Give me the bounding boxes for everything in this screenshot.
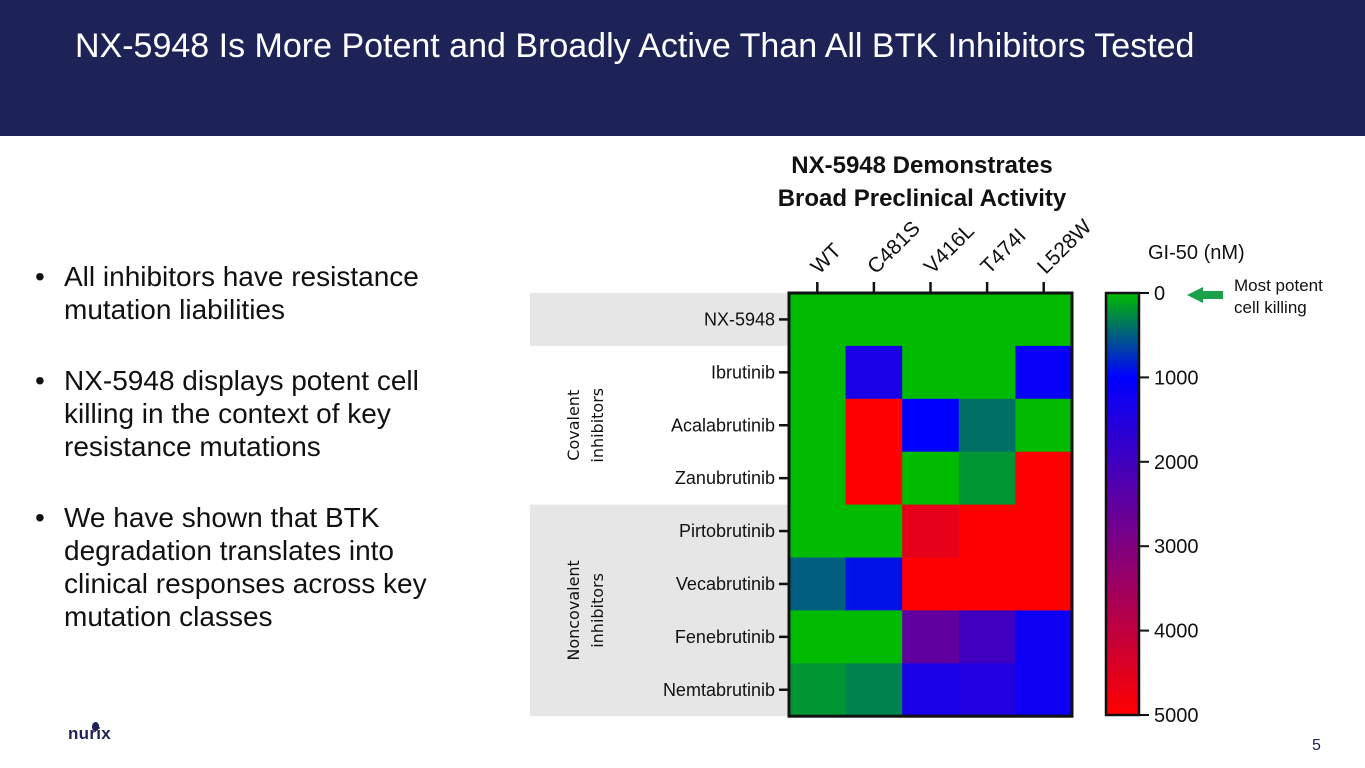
heatmap-cell (789, 663, 847, 717)
colorbar-tick-label: 5000 (1154, 705, 1199, 727)
column-label: T474I (976, 224, 1030, 278)
heatmap-cell (902, 293, 960, 347)
colorbar-tick-label: 1000 (1154, 367, 1199, 389)
heatmap-cell (845, 345, 903, 400)
bullet-glyph: • (35, 261, 45, 292)
bullet-glyph: • (35, 365, 45, 396)
column-label: L528W (1033, 215, 1096, 278)
heatmap-cell (958, 345, 1016, 400)
heatmap-cell (1015, 451, 1073, 506)
row-band (530, 293, 789, 346)
annotation-text-line: cell killing (1234, 298, 1307, 317)
bullet-item: • NX-5948 displays potent cell killing in… (35, 364, 485, 463)
chart-title-line: Broad Preclinical Activity (778, 185, 1067, 212)
row-label: Nemtabrutinib (663, 680, 775, 700)
column-label: V416L (920, 219, 979, 278)
heatmap-cell (845, 293, 903, 347)
arrow-left-icon (1187, 287, 1223, 303)
heatmap-cell (789, 398, 847, 453)
bullet-item: • All inhibitors have resistance mutation… (35, 260, 485, 326)
chart-title-line: NX-5948 Demonstrates (791, 152, 1052, 179)
group-label-line: Noncovalent (564, 560, 583, 660)
heatmap-cell (902, 663, 960, 717)
heatmap-cell (902, 557, 960, 611)
row-label: Vecabrutinib (676, 574, 775, 594)
heatmap-cell (789, 610, 847, 664)
annotation-text-line: Most potent (1234, 276, 1323, 295)
bullet-list: • All inhibitors have resistance mutation… (35, 260, 485, 671)
heatmap-chart: NX-5948 Demonstrates Broad Preclinical Ac… (530, 152, 1323, 727)
colorbar (1104, 291, 1141, 717)
heatmap-cell (958, 398, 1016, 453)
colorbar-tick-label: 0 (1154, 283, 1165, 305)
heatmap-cell (1015, 293, 1073, 347)
heatmap-cell (902, 504, 960, 559)
column-label: WT (807, 239, 846, 278)
heatmap-cell (845, 398, 903, 453)
row-label: Fenebrutinib (675, 627, 775, 647)
row-label: Pirtobrutinib (679, 521, 775, 541)
heatmap-cell (958, 293, 1016, 347)
group-label-line: inhibitors (588, 388, 607, 463)
colorbar-tick-label: 3000 (1154, 536, 1199, 558)
heatmap-cell (902, 345, 960, 400)
heatmap-cell (1015, 504, 1073, 559)
heatmap-cell (789, 293, 847, 347)
slide-title: NX-5948 Is More Potent and Broadly Activ… (75, 27, 1195, 65)
heatmap-cell (902, 451, 960, 506)
heatmap-cell (902, 398, 960, 453)
heatmap-cell (845, 610, 903, 664)
heatmap-cell (845, 663, 903, 717)
colorbar-tick-label: 2000 (1154, 452, 1199, 474)
heatmap-cell (789, 345, 847, 400)
heatmap-cell (789, 451, 847, 506)
heatmap-cell (789, 504, 847, 559)
page-number: 5 (1312, 737, 1321, 754)
title-bar (0, 0, 1365, 136)
colorbar-label: GI-50 (nM) (1148, 242, 1245, 264)
logo-text: nurix (68, 724, 112, 743)
heatmap-cell (845, 557, 903, 611)
bullet-text: All inhibitors have resistance mutation … (64, 261, 419, 325)
heatmap-cell (958, 451, 1016, 506)
row-label: Zanubrutinib (675, 468, 775, 488)
heatmap-cell (1015, 345, 1073, 400)
heatmap-cell (958, 557, 1016, 611)
nurix-logo: nurix (68, 721, 112, 744)
column-label: C481S (863, 217, 925, 279)
group-label-line: Covalent (564, 390, 583, 461)
heatmap-cell (845, 451, 903, 506)
bullet-item: • We have shown that BTK degradation tran… (35, 501, 485, 633)
heatmap-cell (845, 504, 903, 559)
heatmap-cell (1015, 557, 1073, 611)
heatmap-cell (902, 610, 960, 664)
bullet-text: We have shown that BTK degradation trans… (64, 502, 427, 632)
heatmap-cell (958, 663, 1016, 717)
heatmap-cell (1015, 398, 1073, 453)
row-label: Acalabrutinib (671, 415, 775, 435)
heatmap-cell (1015, 610, 1073, 664)
group-label-line: inhibitors (588, 573, 607, 648)
bullet-text: NX-5948 displays potent cell killing in … (64, 365, 419, 462)
heatmap-cell (789, 557, 847, 611)
heatmap-cell (958, 610, 1016, 664)
group-band (530, 504, 789, 717)
colorbar-tick-label: 4000 (1154, 621, 1199, 643)
heatmap-cell (1015, 663, 1073, 717)
row-label: Ibrutinib (711, 362, 775, 382)
bullet-glyph: • (35, 502, 45, 533)
heatmap-cell (958, 504, 1016, 559)
row-label: NX-5948 (704, 309, 775, 329)
